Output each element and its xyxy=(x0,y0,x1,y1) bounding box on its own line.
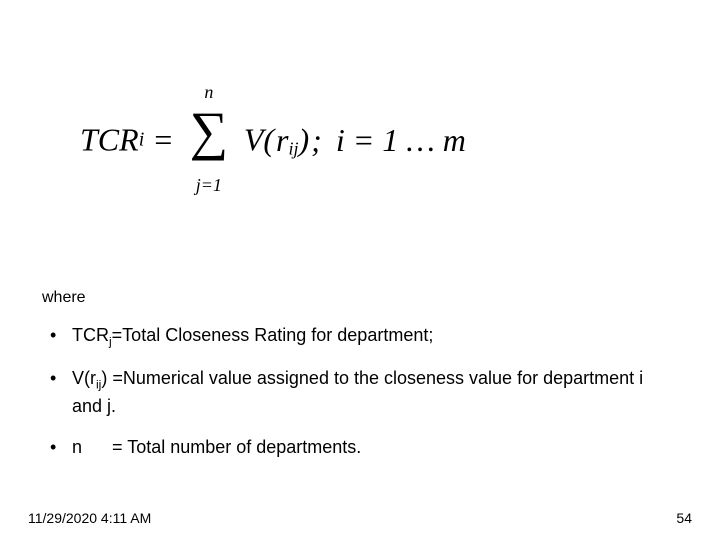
sigma-upper: n xyxy=(186,82,232,103)
n-def: = Total number of departments. xyxy=(112,437,361,457)
sigma-lower: j=1 xyxy=(186,175,232,196)
formula-r-sub: ij xyxy=(289,139,299,159)
formula-sep: ; xyxy=(311,122,322,158)
where-label: where xyxy=(42,286,662,310)
slide: TCRi = n ∑ j=1 V(rij); i = 1 … m where T… xyxy=(0,0,720,540)
tcr-def: =Total Closeness Rating for department; xyxy=(112,325,434,345)
list-item: n= Total number of departments. xyxy=(42,434,662,461)
formula-r: r xyxy=(276,122,288,158)
v-term: V(r xyxy=(72,368,96,388)
footer-timestamp: 11/29/2020 4:11 AM xyxy=(28,510,151,526)
sigma: n ∑ j=1 xyxy=(186,100,232,180)
tcr-term: TCR xyxy=(72,325,109,345)
list-item: TCRj=Total Closeness Rating for departme… xyxy=(42,322,662,351)
formula-func-close: ) xyxy=(299,122,310,158)
formula-lhs-var: TCR xyxy=(80,122,139,158)
formula-range: i = 1 … m xyxy=(336,122,466,158)
definition-list: TCRj=Total Closeness Rating for departme… xyxy=(42,322,662,461)
sigma-symbol: ∑ xyxy=(186,104,232,158)
footer-page-number: 54 xyxy=(676,510,692,526)
v-def: ) =Numerical value assigned to the close… xyxy=(72,368,643,417)
body-text: where TCRj=Total Closeness Rating for de… xyxy=(42,286,662,475)
formula-lhs-sub: i xyxy=(139,129,145,151)
formula-func: V( xyxy=(244,122,274,158)
formula-eq: = xyxy=(152,122,174,158)
formula-block: TCRi = n ∑ j=1 V(rij); i = 1 … m xyxy=(80,100,466,180)
list-item: V(rij) =Numerical value assigned to the … xyxy=(42,365,662,421)
n-term: n xyxy=(72,434,112,461)
